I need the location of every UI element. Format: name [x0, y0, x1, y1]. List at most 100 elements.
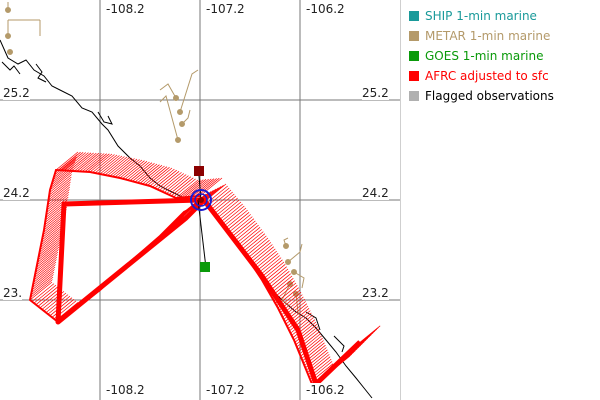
wind-barb	[41, 224, 64, 243]
center-marker[interactable]	[190, 166, 212, 211]
wind-barb	[46, 194, 69, 213]
afrc-swatch-icon	[409, 71, 419, 81]
wind-barb	[124, 161, 148, 180]
wind-barb	[127, 161, 150, 181]
wind-barb	[46, 191, 70, 211]
legend-item-goes[interactable]: GOES 1-min marine	[404, 46, 598, 66]
goes-observation[interactable]	[197, 199, 210, 272]
wind-barb	[223, 207, 247, 227]
wind-barb	[109, 157, 133, 177]
wind-barb	[43, 292, 67, 312]
afrc-track-line[interactable]	[55, 197, 362, 387]
wind-barb	[32, 266, 56, 286]
legend-label-afrc: AFRC adjusted to sfc	[425, 69, 549, 83]
wind-barb	[168, 176, 192, 195]
wind-barb	[244, 235, 267, 255]
lat-label-left-1: 25.2	[3, 86, 30, 100]
wind-barb	[30, 276, 54, 296]
wind-barb	[84, 153, 108, 172]
wind-barb	[139, 165, 163, 184]
wind-barb	[55, 151, 79, 171]
wind-barb	[191, 178, 215, 197]
legend: SHIP 1-min marine METAR 1-min marine GOE…	[404, 6, 598, 106]
wind-barb	[156, 171, 180, 190]
wind-barb	[175, 179, 199, 199]
wind-barb	[49, 171, 73, 191]
wind-barb	[30, 279, 53, 298]
wind-barb	[137, 164, 160, 183]
wind-barb	[247, 239, 270, 259]
wind-barb	[60, 152, 84, 171]
wind-barb	[228, 214, 251, 233]
wind-barb	[245, 237, 269, 257]
wind-barb	[102, 156, 125, 175]
wind-barb	[52, 164, 75, 183]
wind-barb	[163, 174, 187, 193]
wind-barb	[250, 244, 273, 263]
lat-label-right-2: 24.2	[362, 186, 389, 200]
lat-label-right-1: 25.2	[362, 86, 389, 100]
wind-barb	[48, 179, 72, 198]
wind-barb	[117, 159, 140, 178]
wind-barb	[34, 256, 58, 276]
wind-barb	[289, 312, 312, 332]
wind-barb	[166, 175, 189, 194]
legend-label-goes: GOES 1-min marine	[425, 49, 544, 63]
legend-item-afrc[interactable]: AFRC adjusted to sfc	[404, 66, 598, 86]
wind-barb	[33, 261, 57, 281]
legend-item-metar[interactable]: METAR 1-min marine	[404, 26, 598, 46]
wind-barb	[51, 299, 75, 318]
ship-swatch-icon	[409, 11, 419, 21]
wind-barb	[74, 152, 97, 172]
legend-item-flagged[interactable]: Flagged observations	[404, 86, 598, 106]
wind-barb	[33, 264, 56, 283]
wind-barb	[248, 242, 272, 261]
wind-barb	[46, 196, 69, 216]
afrc-track-secondary	[28, 168, 361, 386]
wind-barb	[71, 152, 94, 172]
wind-barb	[254, 250, 277, 270]
wind-barb	[49, 176, 72, 196]
wind-barb	[38, 239, 61, 258]
wind-barb	[132, 163, 155, 182]
wind-barb	[255, 253, 279, 272]
wind-barb	[173, 178, 196, 198]
wind-barb	[159, 172, 182, 191]
wind-barb	[81, 153, 105, 172]
wind-barb	[257, 255, 280, 274]
map-canvas[interactable]	[0, 0, 400, 400]
wind-barb	[63, 152, 87, 171]
wind-barb	[253, 248, 276, 268]
wind-barb	[178, 179, 201, 199]
wind-barb	[233, 220, 256, 240]
wind-barb	[122, 160, 145, 179]
wind-barb	[194, 178, 217, 197]
wind-barb	[41, 221, 65, 241]
wind-barb	[76, 152, 100, 172]
wind-barb	[112, 158, 135, 177]
wind-barb	[33, 284, 57, 304]
wind-barb	[79, 153, 102, 172]
legend-item-ship[interactable]: SHIP 1-min marine	[404, 6, 598, 26]
wind-barb	[220, 203, 243, 223]
map-panel[interactable]: -108.2 -107.2 -106.2 -108.2 -107.2 -106.…	[0, 0, 401, 400]
wind-barb	[239, 229, 262, 248]
wind-barb	[35, 251, 59, 271]
wind-barb	[99, 155, 123, 175]
lon-label-bottom-2: -107.2	[206, 383, 245, 397]
wind-barb	[152, 168, 175, 188]
wind-barb	[37, 288, 61, 307]
lon-label-bottom-3: -106.2	[306, 383, 345, 397]
wind-barb	[35, 286, 59, 305]
metar-observations[interactable]	[5, 2, 305, 317]
wind-barb	[47, 189, 70, 208]
wind-barb	[48, 181, 71, 201]
wind-barb	[29, 281, 53, 301]
legend-label-metar: METAR 1-min marine	[425, 29, 551, 43]
wind-barb	[197, 177, 220, 197]
lon-label-2: -107.2	[206, 2, 245, 16]
wind-barb	[208, 189, 232, 209]
wind-barb	[199, 177, 223, 197]
wind-barb	[234, 222, 258, 242]
wind-barb	[94, 154, 118, 174]
